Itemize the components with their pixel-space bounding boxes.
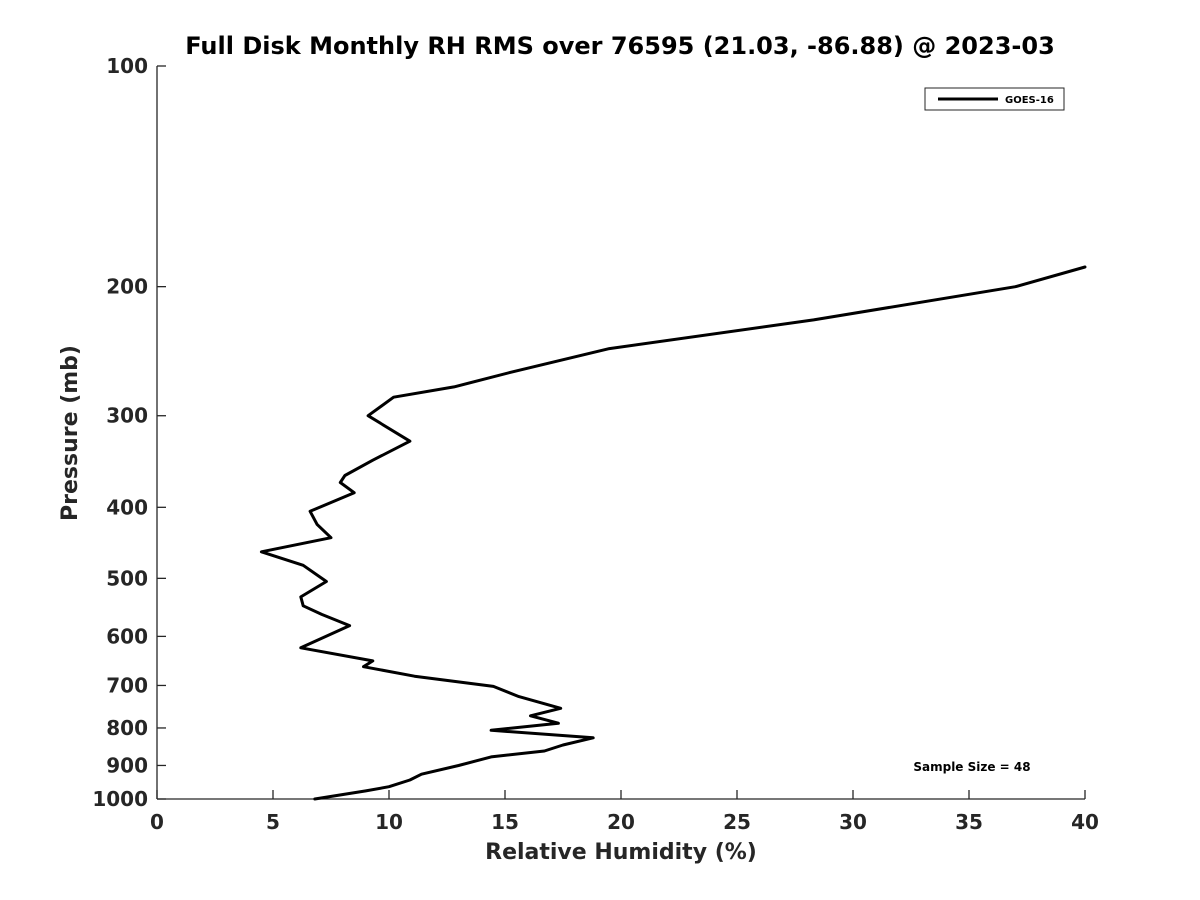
y-tick-label: 600	[106, 624, 148, 648]
y-tick-label: 700	[106, 673, 148, 697]
x-tick-label: 25	[723, 810, 751, 834]
y-axis-label: Pressure (mb)	[58, 345, 83, 521]
x-tick-label: 15	[491, 810, 519, 834]
series-line-goes16	[259, 265, 1087, 801]
y-tick-label: 400	[106, 495, 148, 519]
series-layer	[259, 265, 1087, 801]
x-tick-label: 30	[839, 810, 867, 834]
chart-title: Full Disk Monthly RH RMS over 76595 (21.…	[185, 32, 1055, 60]
legend: GOES-16	[924, 87, 1065, 111]
x-tick-label: 5	[266, 810, 280, 834]
y-axis-ticks: 100 200 300 400 500 600 700 800 900 1000	[92, 54, 166, 811]
y-tick-label: 500	[106, 566, 148, 590]
legend-label-goes16: GOES-16	[1005, 95, 1054, 106]
y-tick-label: 200	[106, 275, 148, 299]
sample-size-annotation: Sample Size = 48	[913, 760, 1030, 774]
plot-area	[156, 66, 1085, 800]
x-tick-label: 35	[955, 810, 983, 834]
x-tick-label: 10	[375, 810, 403, 834]
y-tick-label: 900	[106, 753, 148, 777]
y-tick-label: 300	[106, 404, 148, 428]
x-tick-label: 0	[150, 810, 164, 834]
y-tick-label: 800	[106, 716, 148, 740]
y-tick-label: 100	[106, 54, 148, 78]
x-tick-label: 20	[607, 810, 635, 834]
x-axis-ticks: 0 5 10 15 20 25 30 35 40	[150, 790, 1099, 834]
y-tick-label: 1000	[92, 787, 148, 811]
x-tick-label: 40	[1071, 810, 1099, 834]
x-axis-label: Relative Humidity (%)	[485, 840, 757, 865]
